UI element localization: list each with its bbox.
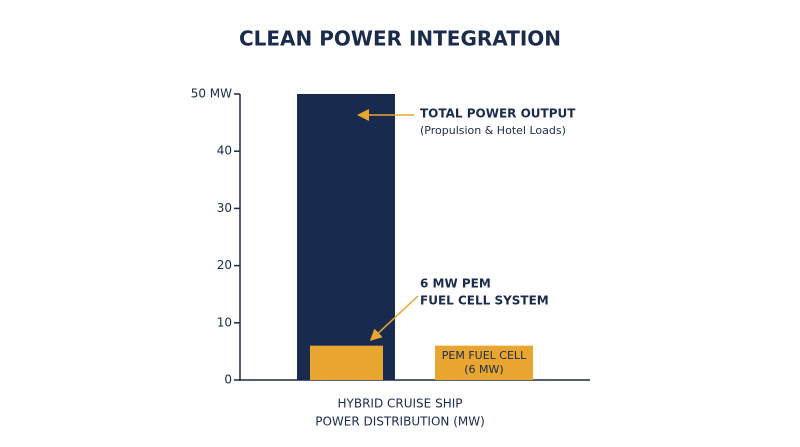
x-axis-label: POWER DISTRIBUTION (MW) [315,415,485,429]
bar [310,345,383,380]
bar-label: PEM FUEL CELL [442,349,527,362]
y-tick-label: 20 [217,258,232,272]
y-tick-label: 10 [217,315,232,329]
y-tick-label: 30 [217,201,232,215]
arrow [369,295,419,342]
annotation: (Propulsion & Hotel Loads) [420,124,566,137]
bar [435,345,533,380]
bar-label: (6 MW) [464,363,503,376]
y-tick-label: 50 MW [191,87,232,101]
y-tick-label: 40 [217,144,232,158]
bar [297,94,395,380]
y-tick-label: 0 [224,373,232,387]
chart-title: CLEAN POWER INTEGRATION [239,27,561,51]
x-axis-label: HYBRID CRUISE SHIP [338,397,463,411]
annotation: FUEL CELL SYSTEM [420,294,549,308]
annotation: 6 MW PEM [420,277,491,291]
annotation: TOTAL POWER OUTPUT [420,107,576,121]
